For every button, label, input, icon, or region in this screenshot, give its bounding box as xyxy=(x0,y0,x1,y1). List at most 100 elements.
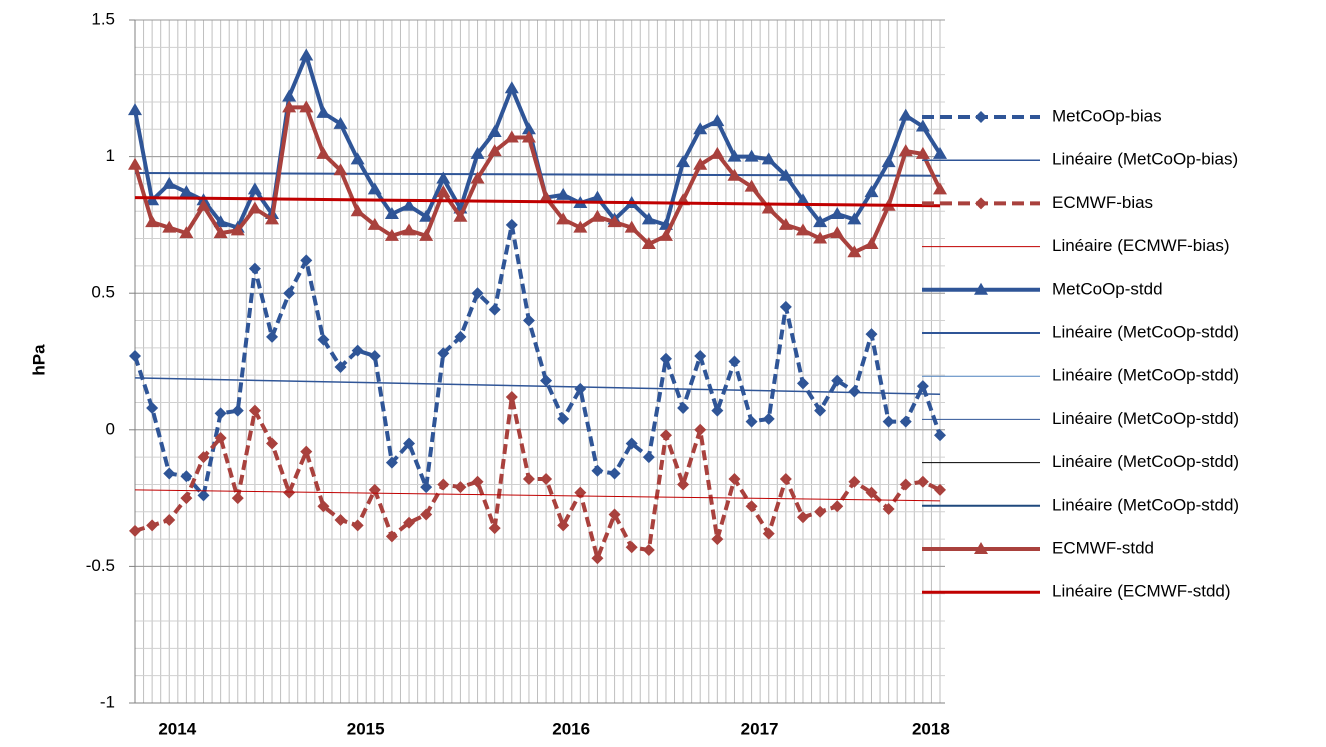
x-tick-label: 2018 xyxy=(912,719,950,738)
legend-item: MetCoOp-stdd xyxy=(922,279,1163,298)
marker xyxy=(163,467,176,480)
y-tick-label: 0 xyxy=(106,419,115,438)
marker xyxy=(437,478,450,491)
marker xyxy=(710,114,725,127)
marker xyxy=(403,516,416,529)
legend-item: ECMWF-bias xyxy=(922,193,1153,212)
marker xyxy=(831,500,844,513)
legend-item: Linéaire (ECMWF-stdd) xyxy=(922,582,1231,601)
marker xyxy=(128,157,142,170)
marker xyxy=(591,464,604,477)
marker xyxy=(316,146,331,159)
marker xyxy=(607,215,622,228)
marker xyxy=(659,352,672,365)
marker xyxy=(865,486,878,499)
marker xyxy=(505,218,518,231)
marker xyxy=(145,193,160,206)
marker xyxy=(779,300,792,313)
legend-label: Linéaire (MetCoOp-stdd) xyxy=(1052,409,1239,428)
marker xyxy=(129,350,141,363)
marker xyxy=(521,122,536,135)
marker xyxy=(299,100,314,113)
marker xyxy=(934,429,946,442)
legend-item: Linéaire (MetCoOp-stdd) xyxy=(922,409,1239,428)
marker xyxy=(487,144,502,157)
marker xyxy=(402,223,417,236)
legend-item: Linéaire (MetCoOp-stdd) xyxy=(922,366,1239,385)
marker xyxy=(419,209,434,222)
marker xyxy=(898,144,913,157)
marker xyxy=(642,544,655,557)
marker xyxy=(745,415,758,428)
x-tick-label: 2017 xyxy=(741,719,779,738)
marker xyxy=(590,190,605,203)
y-tick-label: 1.5 xyxy=(91,9,115,28)
legend-label: Linéaire (MetCoOp-stdd) xyxy=(1052,495,1239,514)
marker xyxy=(129,524,141,537)
series-line xyxy=(133,222,942,498)
marker xyxy=(504,130,519,143)
marker xyxy=(146,401,159,414)
marker xyxy=(847,245,862,258)
legend-item: Linéaire (ECMWF-bias) xyxy=(922,236,1230,255)
marker xyxy=(744,179,759,192)
marker xyxy=(350,204,365,217)
marker xyxy=(420,481,433,494)
marker xyxy=(864,237,879,250)
marker xyxy=(916,380,929,393)
marker xyxy=(899,415,912,428)
marker xyxy=(625,541,638,554)
legend-marker xyxy=(974,542,988,554)
marker xyxy=(487,125,502,138)
marker xyxy=(351,519,364,532)
marker xyxy=(933,182,947,195)
marker xyxy=(796,511,809,524)
marker xyxy=(453,209,468,222)
legend-item: Linéaire (MetCoOp-stdd) xyxy=(922,452,1239,471)
x-tick-label: 2014 xyxy=(158,719,196,738)
marker xyxy=(214,407,227,420)
marker xyxy=(471,287,484,300)
marker xyxy=(591,552,604,565)
marker xyxy=(179,185,194,198)
marker xyxy=(384,228,399,241)
marker xyxy=(693,122,708,135)
legend-marker xyxy=(975,197,987,210)
legend-item: MetCoOp-bias xyxy=(922,106,1162,125)
legend-item: ECMWF-stdd xyxy=(922,538,1154,557)
y-tick-label: 1 xyxy=(106,146,115,165)
marker xyxy=(488,303,501,316)
marker xyxy=(933,146,947,159)
marker xyxy=(710,146,725,159)
marker xyxy=(624,220,639,233)
legend-item: Linéaire (MetCoOp-bias) xyxy=(922,150,1238,169)
marker xyxy=(916,475,929,488)
marker xyxy=(539,190,554,203)
marker xyxy=(915,119,930,132)
marker xyxy=(283,486,296,499)
marker xyxy=(642,451,655,464)
marker xyxy=(265,212,280,225)
marker xyxy=(436,185,451,198)
marker xyxy=(316,105,331,118)
marker xyxy=(488,522,501,535)
marker xyxy=(522,314,535,327)
marker xyxy=(608,508,621,521)
x-tick-label: 2015 xyxy=(347,719,385,738)
marker xyxy=(247,201,262,214)
marker xyxy=(761,201,776,214)
marker xyxy=(744,149,759,162)
trendline xyxy=(134,196,941,208)
marker xyxy=(934,483,946,496)
marker xyxy=(385,530,398,543)
marker xyxy=(231,404,244,417)
marker xyxy=(814,505,827,518)
marker xyxy=(694,350,707,363)
marker xyxy=(367,182,382,195)
marker xyxy=(247,182,262,195)
marker xyxy=(728,355,741,368)
trendline xyxy=(134,489,941,502)
marker xyxy=(711,404,724,417)
marker xyxy=(557,519,570,532)
marker xyxy=(419,228,434,241)
